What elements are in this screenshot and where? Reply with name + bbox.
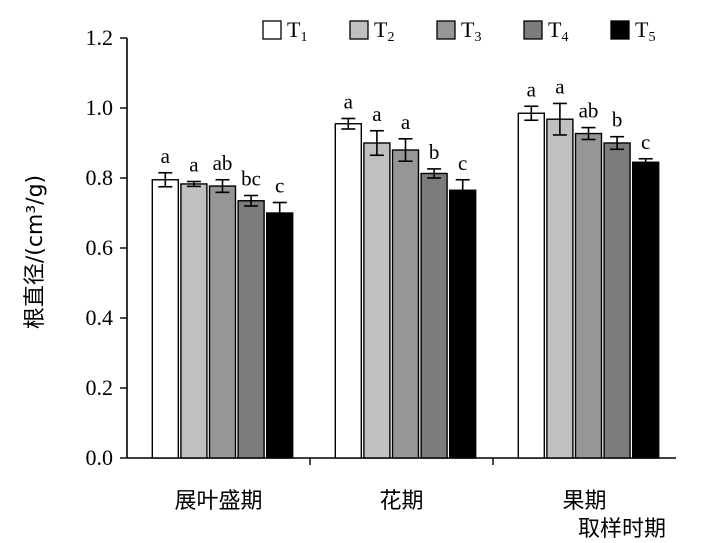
legend-swatch-t1 (262, 20, 282, 40)
x-category-label: 花期 (379, 489, 423, 514)
significance-letter: a (161, 144, 171, 168)
bar-t4-2 (420, 172, 448, 459)
bar-t1-2 (334, 123, 362, 459)
legend-swatch-t2 (349, 20, 369, 40)
significance-letter: ab (579, 99, 599, 123)
x-category-label: 果期 (562, 489, 606, 514)
y-tick-label: 1.2 (86, 25, 114, 50)
legend: T1 T2 T3 T4 T5 (262, 17, 655, 45)
legend-swatch-t4 (523, 20, 543, 40)
significance-letter: a (527, 77, 537, 101)
legend-label-t3: T3 (461, 17, 481, 45)
x-axis-title: 取样时期 (578, 517, 666, 542)
bar-t4-3 (603, 142, 631, 459)
y-tick-label: 0.2 (86, 375, 114, 400)
significance-letter: a (189, 153, 199, 177)
legend-label-t5: T5 (635, 17, 655, 45)
bar-t5-1 (266, 212, 294, 459)
legend-swatch-t5 (610, 20, 630, 40)
legend-label-t1: T1 (287, 17, 307, 45)
bar-t5-3 (632, 161, 660, 459)
y-tick-label: 0.4 (86, 305, 114, 330)
bar-t3-1 (208, 185, 237, 459)
significance-letter: a (344, 90, 354, 114)
significance-letter: c (458, 151, 467, 175)
significance-letter: a (401, 110, 411, 134)
significance-letter: c (641, 130, 650, 154)
bar-t3-2 (391, 149, 420, 459)
bar-t4-1 (237, 200, 265, 459)
significance-letter: a (372, 102, 382, 126)
significance-letter: b (429, 140, 440, 164)
legend-label-t4: T4 (548, 17, 568, 45)
significance-letter: ab (213, 151, 233, 175)
significance-letter: c (275, 174, 284, 198)
legend-label-t2: T2 (374, 17, 394, 45)
bar-t5-2 (449, 189, 477, 459)
bar-t1-1 (151, 179, 180, 459)
axes: 0.0 0.2 0.4 0.6 0.8 1.0 1.2 展叶盛期 花期 果期 (86, 25, 676, 514)
bar-t2-2 (363, 142, 391, 459)
y-tick-label: 0.8 (86, 165, 114, 190)
bar-t2-1 (180, 183, 208, 459)
bar-t2-3 (546, 118, 574, 459)
bar-t1-3 (517, 112, 545, 459)
legend-swatch-t3 (436, 20, 456, 40)
y-tick-label: 1.0 (86, 95, 114, 120)
y-tick-label: 0.6 (86, 235, 114, 260)
significance-letter: bc (241, 167, 261, 191)
x-category-label: 展叶盛期 (174, 489, 262, 514)
significance-letter: a (555, 74, 565, 98)
bar-t3-3 (574, 132, 603, 459)
significance-letter: b (612, 108, 623, 132)
y-axis-title: 根直径/(cm³/g) (23, 175, 48, 329)
y-tick-label: 0.0 (86, 445, 114, 470)
